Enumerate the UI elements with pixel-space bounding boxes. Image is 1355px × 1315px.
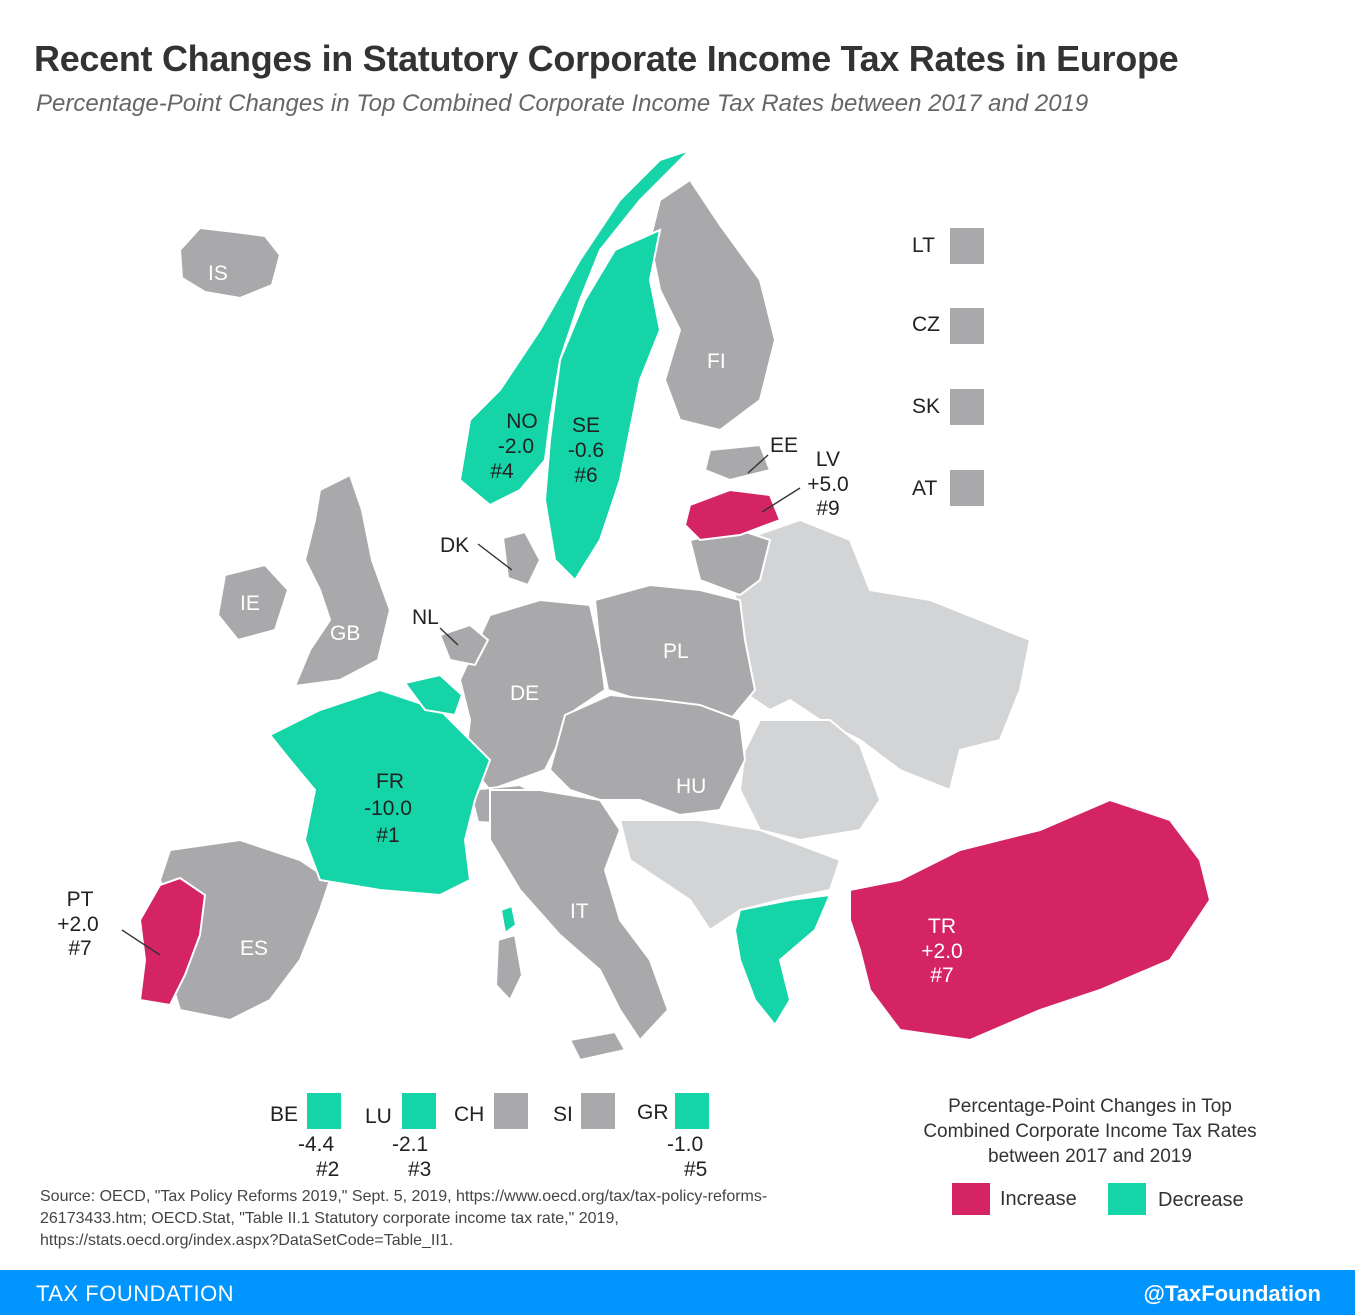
bottom-box-label-gr: GR — [637, 1101, 669, 1125]
legend-decrease-swatch — [1108, 1183, 1146, 1215]
side-box-label-sk: SK — [912, 395, 940, 419]
label-GB: GB — [330, 622, 360, 645]
label-DE: DE — [510, 682, 539, 705]
footer-brand: TAX FOUNDATION — [36, 1281, 234, 1307]
label-NO-code: NO — [506, 410, 538, 433]
bottom-box-ch — [494, 1093, 528, 1129]
country-SE — [545, 230, 660, 580]
side-box-label-at: AT — [912, 477, 937, 501]
label-LV-rank: #9 — [816, 497, 839, 520]
label-SE-rank: #6 — [574, 464, 597, 487]
bottom-box-label-ch: CH — [454, 1103, 484, 1127]
label-LV: LV +5.0 #9 — [807, 448, 848, 520]
country-FI — [650, 180, 775, 430]
label-SE-code: SE — [572, 414, 600, 437]
bottom-box-label-lu: LU — [365, 1105, 392, 1129]
europe-map: IS IE GB FI PL DE HU IT ES DK NL EE NO -… — [0, 0, 1355, 1270]
label-NO-rank: #4 — [490, 460, 514, 483]
country-corsica — [501, 906, 516, 933]
side-box-label-lt: LT — [912, 234, 935, 258]
side-box-cz — [950, 308, 984, 344]
label-PT-change: +2.0 — [57, 913, 98, 936]
label-TR-change: +2.0 — [921, 940, 962, 963]
label-IT: IT — [570, 900, 589, 923]
bottom-box-change-gr: -1.0 — [667, 1133, 703, 1157]
bottom-box-change-lu: -2.1 — [392, 1133, 428, 1157]
bottom-box-si — [581, 1093, 615, 1129]
country-GR — [735, 895, 830, 1025]
label-IS: IS — [208, 262, 228, 285]
footer-handle: @TaxFoundation — [1144, 1281, 1321, 1307]
country-GB — [295, 475, 390, 686]
no-change-countries — [160, 180, 775, 1060]
bottom-box-rank-lu: #3 — [408, 1158, 431, 1182]
label-IE: IE — [240, 592, 260, 615]
bottom-box-change-be: -4.4 — [298, 1133, 334, 1157]
bottom-box-gr — [675, 1093, 709, 1129]
label-NO-change: -2.0 — [498, 435, 534, 458]
country-IS — [180, 228, 280, 298]
label-TR-rank: #7 — [930, 964, 953, 987]
legend-increase-label: Increase — [1000, 1188, 1077, 1211]
label-PL: PL — [663, 640, 689, 663]
label-DK: DK — [440, 534, 469, 557]
label-PT: PT +2.0 #7 — [57, 888, 98, 960]
bottom-box-label-si: SI — [553, 1103, 573, 1127]
label-HU: HU — [676, 775, 706, 798]
bottom-box-lu — [402, 1093, 436, 1129]
country-TR — [850, 800, 1210, 1040]
label-FR-code: FR — [376, 770, 404, 793]
legend-title: Percentage-Point Changes in Top Combined… — [905, 1094, 1275, 1169]
bottom-box-rank-be: #2 — [316, 1158, 339, 1182]
label-FR-change: -10.0 — [364, 797, 412, 820]
side-box-at — [950, 470, 984, 506]
label-TR-code: TR — [928, 915, 956, 938]
side-box-sk — [950, 389, 984, 425]
footer-bar: TAX FOUNDATION @TaxFoundation — [0, 1270, 1355, 1315]
label-NL: NL — [412, 606, 439, 629]
legend-decrease-label: Decrease — [1158, 1189, 1244, 1212]
side-box-lt — [950, 228, 984, 264]
bottom-box-rank-gr: #5 — [684, 1158, 707, 1182]
bottom-box-be — [307, 1093, 341, 1129]
label-FR-rank: #1 — [376, 824, 399, 847]
label-SE-change: -0.6 — [568, 439, 604, 462]
side-box-label-cz: CZ — [912, 313, 940, 337]
legend-increase-swatch — [952, 1183, 990, 1215]
bottom-box-label-be: BE — [270, 1103, 298, 1127]
label-PT-rank: #7 — [68, 937, 91, 960]
label-PT-code: PT — [67, 888, 94, 911]
label-LV-code: LV — [816, 448, 840, 471]
label-FI: FI — [707, 350, 726, 373]
country-DK — [503, 532, 540, 585]
label-LV-change: +5.0 — [807, 473, 848, 496]
label-EE: EE — [770, 434, 798, 457]
country-sicily — [570, 1032, 625, 1060]
label-ES: ES — [240, 937, 268, 960]
country-sardinia — [496, 935, 522, 1000]
source-note: Source: OECD, "Tax Policy Reforms 2019,"… — [40, 1186, 860, 1252]
